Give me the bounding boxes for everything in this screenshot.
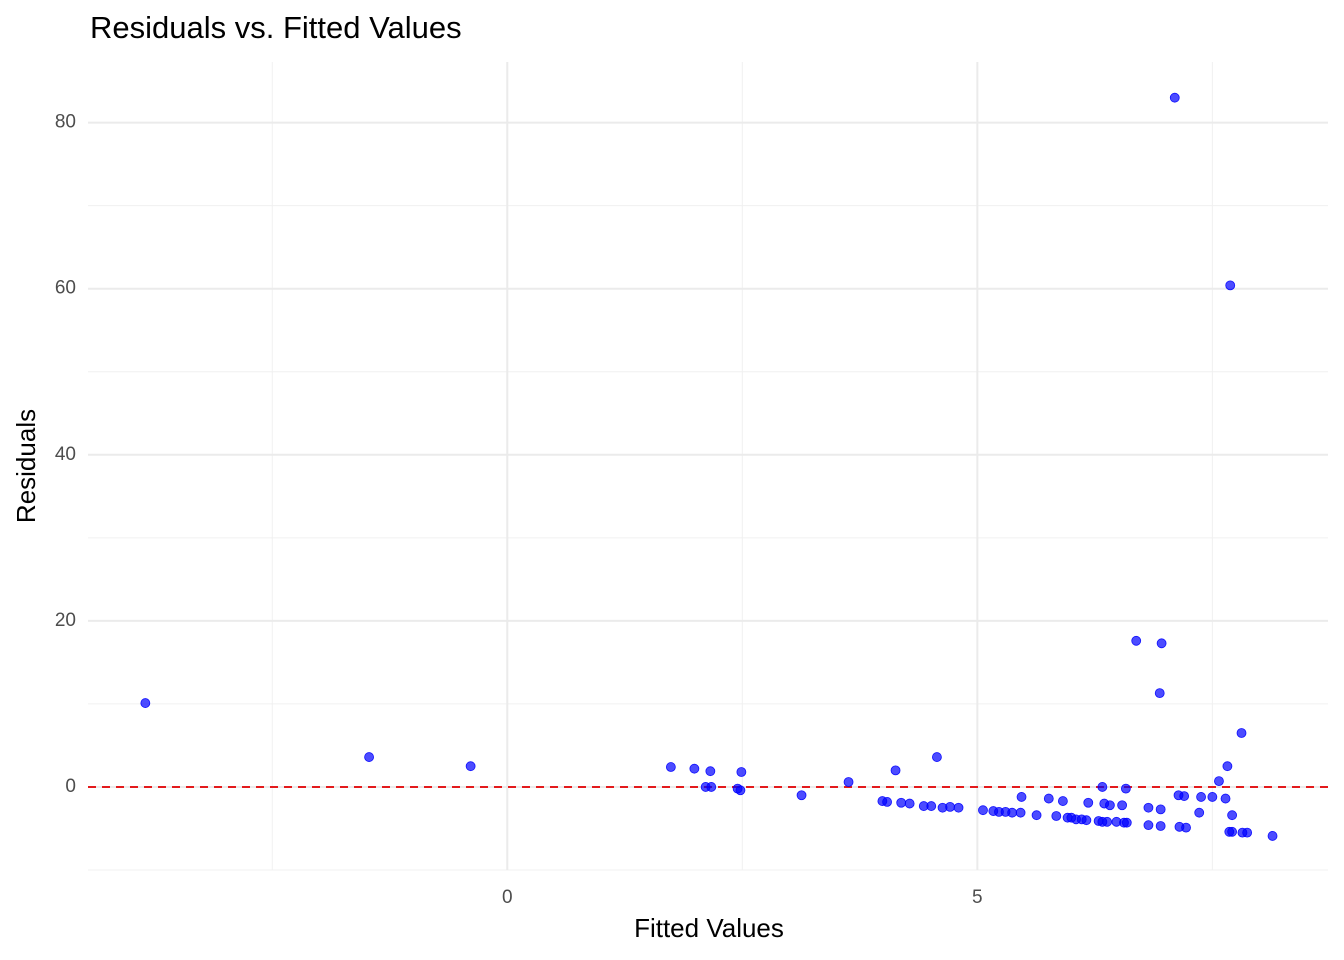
point [1131, 635, 1142, 646]
point [945, 801, 955, 812]
point [1031, 810, 1042, 821]
point [1155, 821, 1166, 831]
point [1097, 782, 1108, 792]
point [689, 763, 700, 774]
point [1121, 817, 1132, 828]
y-tick-label: 80 [55, 112, 76, 133]
point [140, 698, 151, 708]
point [1143, 802, 1154, 813]
point [1196, 792, 1206, 802]
point [665, 762, 676, 772]
point [896, 797, 907, 808]
point [882, 797, 892, 807]
point [1207, 792, 1218, 802]
point [1267, 831, 1278, 841]
point [1102, 816, 1112, 827]
point [1015, 807, 1026, 818]
point [1225, 280, 1236, 291]
point [736, 767, 747, 777]
point [1236, 728, 1247, 738]
point [1057, 796, 1068, 806]
point [735, 785, 746, 796]
point [890, 765, 901, 776]
y-axis-title: Residuals [11, 409, 41, 523]
point [796, 790, 807, 801]
point [1155, 804, 1166, 815]
point [1154, 688, 1165, 699]
point [1120, 783, 1131, 794]
point [1169, 92, 1180, 103]
y-tick-label: 60 [55, 278, 76, 299]
x-tick-label: 0 [502, 887, 513, 908]
point [1227, 826, 1238, 837]
point [1081, 815, 1092, 826]
point [1179, 791, 1190, 801]
point [1016, 792, 1027, 802]
point [1156, 638, 1167, 649]
point [1194, 807, 1205, 818]
point [1043, 793, 1054, 804]
point [1214, 776, 1224, 787]
y-tick-label: 0 [65, 776, 76, 797]
point [843, 777, 854, 787]
point [705, 766, 716, 777]
point [1242, 827, 1253, 838]
y-tick-label: 20 [55, 610, 76, 631]
point [1117, 800, 1128, 811]
point [706, 782, 717, 792]
point [465, 761, 476, 772]
point [1181, 822, 1191, 833]
point [1007, 807, 1018, 818]
point [1051, 811, 1062, 821]
point [1227, 810, 1238, 821]
point [1143, 820, 1154, 831]
point [953, 802, 964, 813]
point [1104, 800, 1115, 811]
x-tick-label: 5 [972, 887, 983, 908]
y-tick-label: 40 [55, 444, 76, 465]
point [904, 798, 915, 809]
chart-title: Residuals vs. Fitted Values [90, 10, 462, 45]
point [932, 752, 942, 762]
x-axis-title: Fitted Values [634, 913, 784, 943]
point [1220, 793, 1231, 804]
point [926, 801, 937, 811]
point [978, 805, 988, 816]
point [364, 752, 374, 762]
point [1083, 797, 1094, 808]
point [1222, 761, 1233, 772]
